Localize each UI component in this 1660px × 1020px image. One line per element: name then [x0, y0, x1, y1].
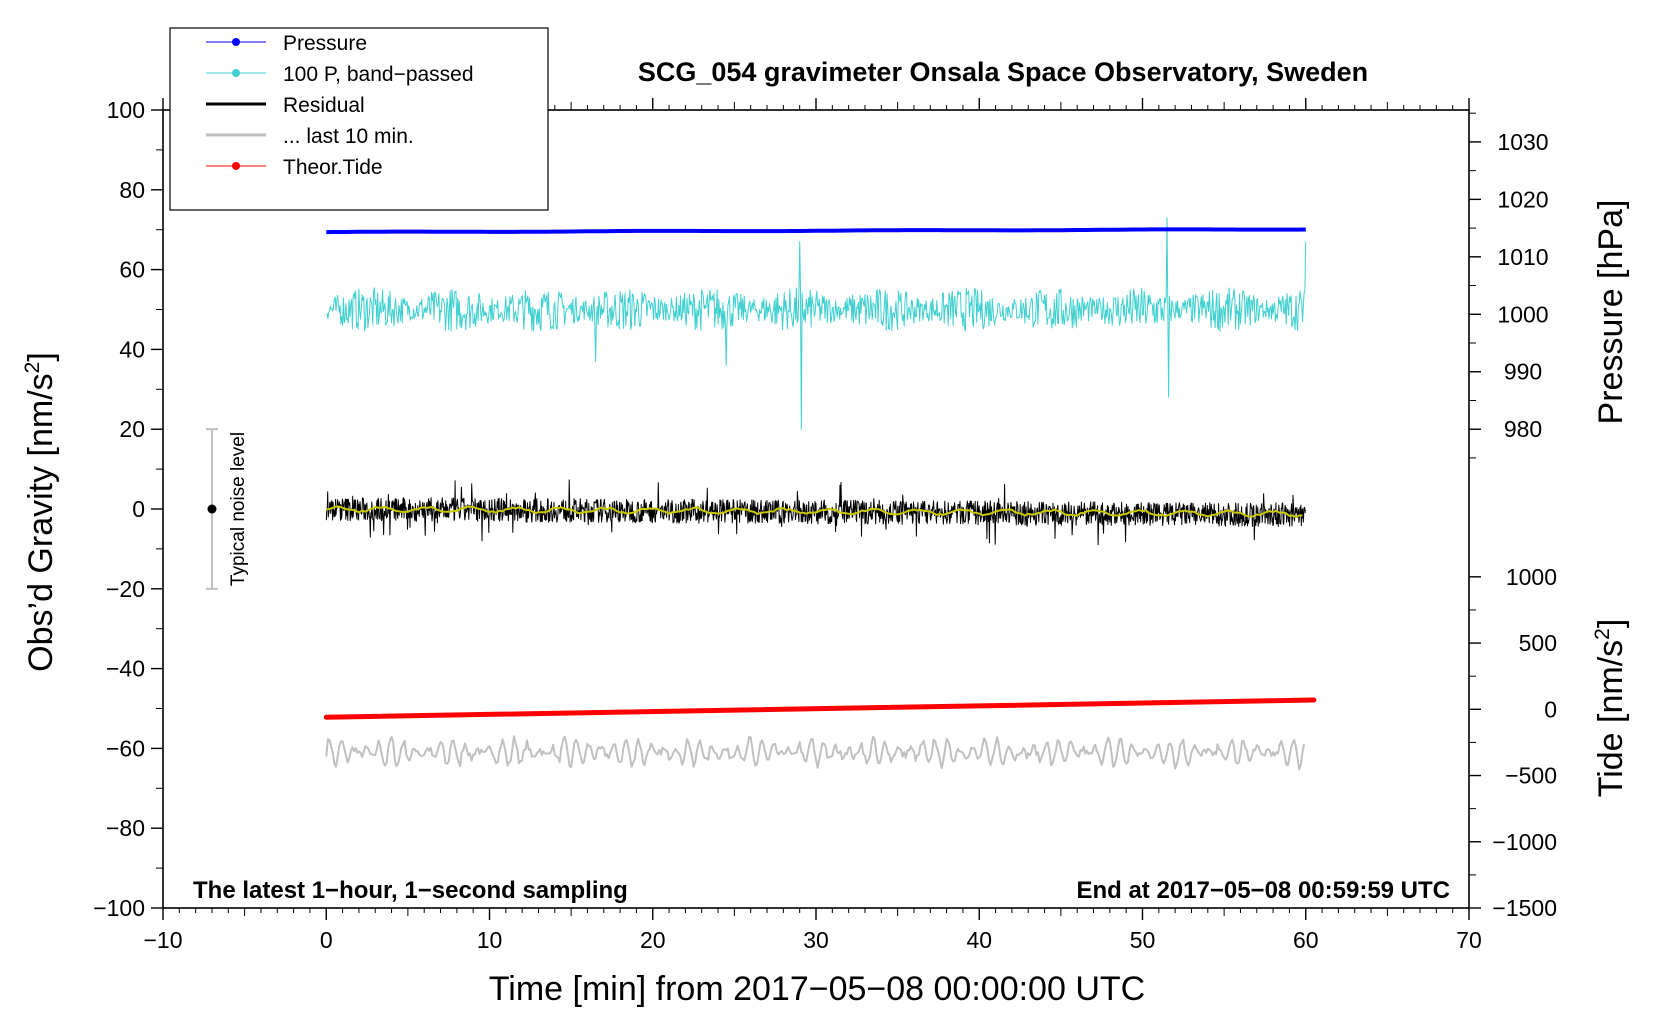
y-axis-title-tide: Tide [nm/s2] [1591, 619, 1630, 798]
y-tick-label: 80 [119, 177, 145, 203]
y-axis-gravity: −100 −80 −60 −40 −20 0 20 40 60 80 100 [93, 97, 163, 921]
tide-tick-label: 500 [1519, 630, 1557, 656]
tide-tick-label: 0 [1544, 696, 1557, 722]
series-smoothed-residual [326, 505, 1303, 519]
y-tick-label: −80 [106, 815, 145, 841]
x-axis-title: Time [min] from 2017−05−08 00:00:00 UTC [489, 970, 1145, 1008]
y-tick-label: −60 [106, 735, 145, 761]
x-tick-label: 40 [966, 927, 992, 953]
y-tick-label: 0 [132, 496, 145, 522]
noise-bar-dot [207, 504, 217, 514]
series-band-passed [325, 217, 1307, 430]
chart-title: SCG_054 gravimeter Onsala Space Observat… [638, 57, 1368, 87]
legend-marker [232, 69, 240, 77]
tide-tick-label: −1500 [1492, 895, 1557, 921]
y-axis-tide: −1500 −1000 −500 0 500 1000 [1469, 564, 1557, 921]
legend-label: Pressure [283, 32, 367, 55]
series-last-10-min [325, 735, 1306, 771]
legend-marker [232, 38, 240, 46]
pressure-tick-label: 980 [1504, 416, 1542, 442]
x-tick-label: 60 [1293, 927, 1319, 953]
noise-bar-label: Typical noise level [228, 432, 249, 586]
y-axis-pressure: 980 990 1000 1010 1020 1030 [1469, 112, 1549, 459]
x-tick-label: −10 [143, 927, 182, 953]
noise-bar: Typical noise level [205, 428, 249, 590]
pressure-tick-label: 1000 [1497, 301, 1548, 327]
series-pressure [326, 227, 1306, 235]
tide-tick-label: 1000 [1506, 564, 1557, 590]
pressure-tick-label: 990 [1504, 359, 1542, 385]
y-tick-label: −100 [93, 895, 145, 921]
sampling-annotation: The latest 1−hour, 1−second sampling [193, 877, 628, 904]
pressure-tick-label: 1020 [1497, 186, 1548, 212]
series-theor-tide [323, 697, 1317, 720]
x-tick-label: 50 [1130, 927, 1156, 953]
y-tick-label: −20 [106, 576, 145, 602]
legend-label: Theor.Tide [283, 156, 383, 179]
y-axis-title-gravity: Obs’d Gravity [nm/s2] [21, 352, 60, 672]
tide-tick-label: −500 [1505, 763, 1557, 789]
tide-tick-label: −1000 [1492, 829, 1557, 855]
x-tick-label: 30 [803, 927, 829, 953]
end-time-annotation: End at 2017−05−08 00:59:59 UTC [1076, 877, 1450, 904]
legend-label: Residual [283, 94, 365, 117]
y-tick-label: 20 [119, 416, 145, 442]
x-tick-label: 20 [640, 927, 666, 953]
series-residual [325, 479, 1306, 546]
y-axis-title-pressure: Pressure [hPa] [1592, 200, 1630, 425]
x-tick-label: 70 [1456, 927, 1482, 953]
y-tick-label: −40 [106, 656, 145, 682]
legend-box [169, 27, 549, 211]
x-tick-label: 0 [320, 927, 333, 953]
legend: Pressure 100 P, band−passed Residual ... la… [169, 27, 549, 211]
y-tick-label: 40 [119, 336, 145, 362]
legend-marker [232, 162, 240, 170]
y-tick-label: 100 [107, 97, 145, 123]
legend-label: ... last 10 min. [283, 125, 414, 148]
pressure-tick-label: 1010 [1497, 244, 1548, 270]
pressure-tick-label: 1030 [1497, 129, 1548, 155]
x-axis: −10 0 10 20 30 40 50 60 70 [143, 98, 1482, 953]
series-layer [323, 217, 1317, 771]
x-tick-label: 10 [477, 927, 503, 953]
y-tick-label: 60 [119, 257, 145, 283]
legend-label: 100 P, band−passed [283, 63, 474, 86]
